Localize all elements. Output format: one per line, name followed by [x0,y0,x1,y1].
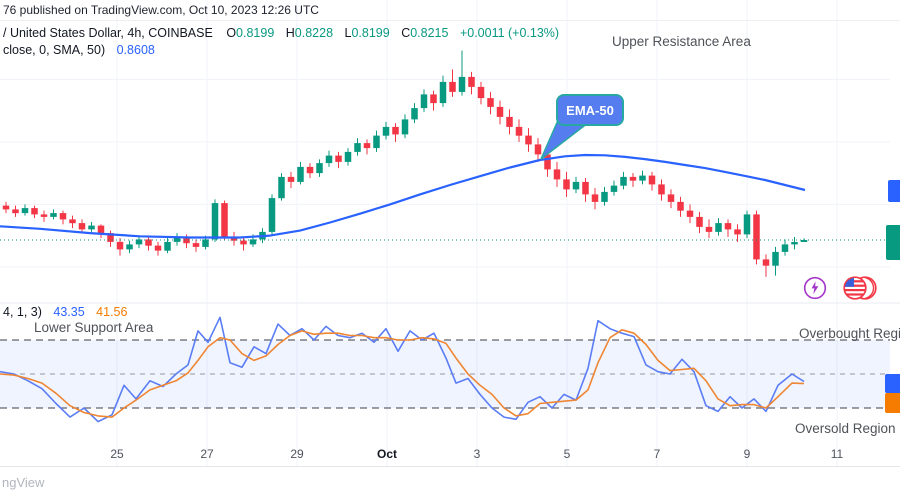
tradingview-watermark: ngView [2,475,45,490]
symbol-name: / United States Dollar, 4h, COINBASE [3,26,213,40]
upper-resistance-annotation: Upper Resistance Area [612,34,751,49]
time-axis-label: 5 [563,447,571,461]
stoch-d-value: 41.56 [96,305,128,319]
lightning-icon[interactable] [803,276,827,300]
header-separator [0,20,900,21]
time-axis-label: Oct [376,447,398,461]
stochastic-pane [0,316,890,423]
stoch-params: 4, 1, 3) [3,305,42,319]
high-value: 0.8228 [294,26,334,40]
low-value: 0.8199 [351,26,390,40]
stoch-line-k [0,316,805,423]
open-label: O [226,26,237,40]
change-value: +0.0011 (+0.13%) [459,26,560,40]
candles [2,50,808,277]
time-axis-label: 25 [110,447,124,461]
close-value: 0.8215 [410,26,449,40]
ema-50-line [0,153,806,239]
grid-lines [0,0,900,466]
stoch-line-d [0,328,805,418]
published-line: 76 published on TradingView.com, Oct 10,… [3,3,319,17]
high-label: H [285,26,295,40]
open-value: 0.8199 [236,26,275,40]
ema-value: 0.8608 [116,43,155,57]
ema-indicator-legend: close, 0, SMA, 50) 0.8608 [3,43,155,57]
overbought-region-annotation: Overbought Region [799,326,900,341]
lower-support-annotation: Lower Support Area [34,320,154,335]
time-axis-label: 7 [653,447,661,461]
ohlc-open: O0.8199 [226,26,282,40]
ohlc-close: C0.8215 [401,26,456,40]
us-flag-icon[interactable] [841,273,879,303]
time-axis-separator [0,466,900,467]
time-axis-label: 9 [743,447,751,461]
close-label: C [401,26,411,40]
low-label: L [344,26,352,40]
stoch-d-axis-label [885,393,900,413]
stoch-k-value: 43.35 [53,305,85,319]
symbol-legend: / United States Dollar, 4h, COINBASE O0.… [3,26,559,40]
stochastic-indicator-legend: 4, 1, 3) 43.35 41.56 [3,305,127,319]
ema-50-callout: EMA-50 [556,94,624,126]
ohlc-low: L0.8199 [345,26,398,40]
ema-params: close, 0, SMA, 50) [3,43,106,57]
time-axis-label: 3 [473,447,481,461]
price-chart-canvas[interactable] [0,0,900,466]
ohlc-high: H0.8228 [286,26,341,40]
time-axis-label: 29 [290,447,304,461]
stoch-k-axis-label [885,374,900,393]
time-axis-label: 11 [830,447,844,461]
ema-price-axis-label [888,180,900,202]
oversold-region-annotation: Oversold Region [795,421,896,436]
last-price-axis-label [886,225,900,260]
time-axis-label: 27 [200,447,214,461]
